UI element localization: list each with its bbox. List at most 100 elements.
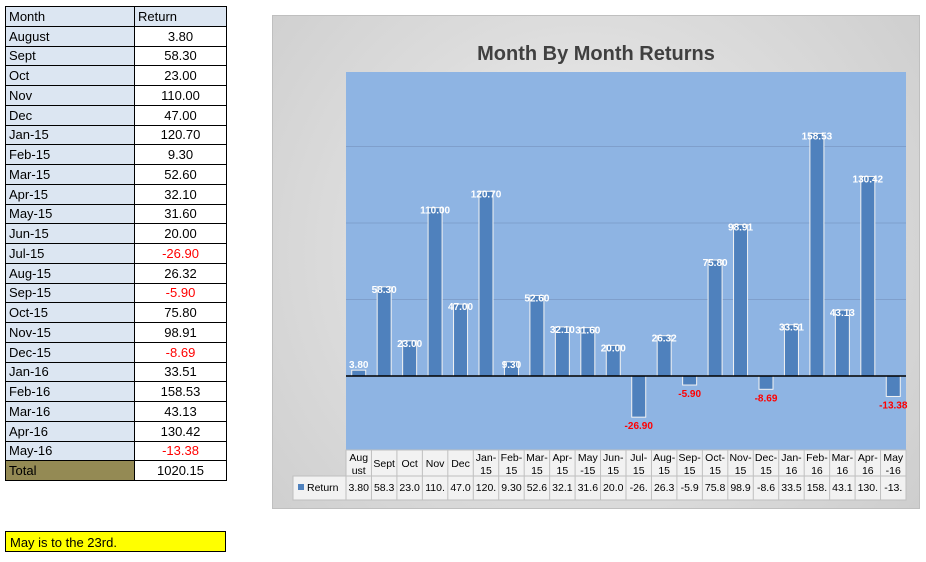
x-tick-label: Nov- [729,452,752,464]
return-cell[interactable]: 120.70 [134,124,227,146]
month-cell[interactable]: Dec [5,104,135,126]
month-cell[interactable]: Nov [5,85,135,106]
chart-title: Month By Month Returns [477,43,715,65]
bar [733,224,749,377]
month-cell[interactable]: Apr-15 [5,183,135,205]
month-cell[interactable]: Mar-16 [5,401,135,422]
data-table-value: 31.6 [578,482,599,494]
return-cell[interactable]: 110.00 [134,85,227,106]
bar [427,207,443,377]
returns-chart[interactable]: Month By Month Returns 3.80 58.30 23.00 110… [272,15,920,509]
return-cell[interactable]: 3.80 [134,25,227,47]
bar [478,190,494,377]
return-cell[interactable]: 20.00 [134,223,227,244]
month-cell[interactable]: August [5,25,135,47]
return-cell[interactable]: 43.13 [134,401,227,422]
return-cell[interactable]: 31.60 [134,203,227,225]
table-row: Nov 110.00 [5,85,227,106]
data-table-value: 75.8 [705,482,726,494]
x-tick-label: Apr- [552,452,572,464]
return-cell[interactable]: 23.00 [134,65,227,86]
bar [376,286,392,377]
month-cell[interactable]: Nov-15 [5,322,135,343]
month-cell[interactable]: Jun-15 [5,223,135,244]
month-cell[interactable]: Mar-15 [5,164,135,185]
month-cell[interactable]: Jan-16 [5,361,135,383]
x-tick-label: ust [352,465,366,477]
x-tick-label: Jan- [476,452,497,464]
month-cell[interactable]: Jan-15 [5,124,135,146]
x-tick-label: Oct [401,458,417,470]
data-label: 110.00 [420,206,450,217]
return-cell[interactable]: 158.53 [134,381,227,402]
total-value-cell[interactable]: 1020.15 [134,460,227,481]
return-cell[interactable]: -26.90 [134,243,227,264]
bar [758,375,774,390]
x-tick-label: Sept [373,458,395,470]
x-tick-label: 16 [786,465,798,477]
note-cell[interactable]: May is to the 23rd. [5,531,226,552]
data-label: 9.30 [502,360,522,371]
bar [682,375,698,386]
data-label: -5.90 [678,389,701,400]
x-tick-label: Oct- [705,452,725,464]
month-cell[interactable]: May-15 [5,203,135,225]
x-tick-label: Apr- [858,452,878,464]
data-label: 158.53 [802,131,833,142]
month-cell[interactable]: Feb-15 [5,144,135,165]
return-cell[interactable]: 52.60 [134,164,227,185]
month-cell[interactable]: Oct [5,65,135,86]
return-cell[interactable]: -5.90 [134,282,227,304]
x-tick-label: 15 [633,465,645,477]
x-tick-label: Mar- [832,452,854,464]
return-cell[interactable]: -8.69 [134,341,227,363]
data-table-value: 158. [807,482,827,494]
return-cell[interactable]: 98.91 [134,322,227,343]
data-label: 23.00 [397,339,422,350]
month-cell[interactable]: Aug-15 [5,262,135,284]
data-label: -13.38 [879,400,908,411]
x-tick-label: Nov [426,458,445,470]
month-cell[interactable]: Feb-16 [5,381,135,402]
data-label: 33.51 [779,323,804,334]
header-return-cell[interactable]: Return [134,6,227,27]
data-label: 52.60 [524,294,549,305]
table-row: Jan-15 120.70 [5,124,227,146]
data-label: 58.30 [372,285,397,296]
month-cell[interactable]: Oct-15 [5,302,135,323]
data-label: -26.90 [625,421,654,432]
return-cell[interactable]: 26.32 [134,262,227,284]
return-cell[interactable]: 32.10 [134,183,227,205]
x-tick-label: 15 [709,465,721,477]
bar [529,295,545,377]
chart-plot: 3.80 58.30 23.00 110.00 47.00 120.70 9.30 52.60… [292,72,908,501]
data-label: 3.80 [349,360,369,371]
return-cell[interactable]: 9.30 [134,144,227,165]
month-cell[interactable]: Dec-15 [5,341,135,363]
x-tick-label: Aug- [653,452,676,464]
data-label: 98.91 [728,223,753,234]
return-cell[interactable]: -13.38 [134,440,227,462]
month-cell[interactable]: Sept [5,45,135,67]
month-cell[interactable]: Jul-15 [5,243,135,264]
header-month-cell[interactable]: Month [5,6,135,27]
data-table-value: 120. [476,482,496,494]
data-label: -8.69 [755,393,778,404]
month-cell[interactable]: Sep-15 [5,282,135,304]
table-row: Oct 23.00 [5,65,227,86]
return-cell[interactable]: 47.00 [134,104,227,126]
month-cell[interactable]: May-16 [5,440,135,462]
table-row: Feb-15 9.30 [5,144,227,165]
total-label-cell[interactable]: Total [5,460,135,481]
return-cell[interactable]: 33.51 [134,361,227,383]
data-table-value: -5.9 [681,482,699,494]
return-cell[interactable]: 58.30 [134,45,227,67]
data-table-value: 32.1 [552,482,573,494]
table-row: Sep-15 -5.90 [5,282,227,304]
return-cell[interactable]: 130.42 [134,420,227,442]
return-cell[interactable]: 75.80 [134,302,227,323]
table-row: Mar-15 52.60 [5,164,227,185]
month-cell[interactable]: Apr-16 [5,420,135,442]
data-table-value: 9.30 [501,482,522,494]
x-tick-label: 15 [480,465,492,477]
